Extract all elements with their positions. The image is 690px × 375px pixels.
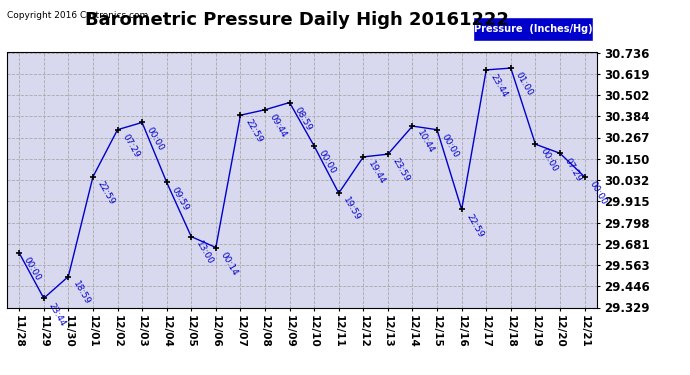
Text: 23:44: 23:44: [46, 301, 67, 328]
Text: 07:29: 07:29: [120, 132, 141, 159]
Text: Pressure  (Inches/Hg): Pressure (Inches/Hg): [474, 24, 592, 34]
Text: 00:00: 00:00: [22, 256, 43, 283]
Text: 00:00: 00:00: [440, 132, 461, 159]
Text: 07:29: 07:29: [563, 156, 584, 183]
Text: 00:00: 00:00: [538, 147, 559, 174]
Text: 08:59: 08:59: [293, 105, 313, 132]
Text: 10:44: 10:44: [415, 129, 436, 156]
Text: 01:00: 01:00: [513, 71, 534, 98]
Text: 19:59: 19:59: [342, 196, 362, 223]
Text: 18:59: 18:59: [71, 279, 92, 306]
Text: 23:44: 23:44: [489, 73, 509, 99]
Text: 00:00: 00:00: [587, 180, 608, 207]
Text: 22:59: 22:59: [243, 118, 264, 145]
Text: 09:44: 09:44: [268, 112, 288, 139]
Text: 22:59: 22:59: [96, 180, 117, 206]
Text: 13:00: 13:00: [194, 239, 215, 266]
Text: Barometric Pressure Daily High 20161222: Barometric Pressure Daily High 20161222: [85, 11, 509, 29]
Text: 19:44: 19:44: [366, 160, 386, 186]
Text: 00:14: 00:14: [219, 250, 239, 277]
Text: 09:59: 09:59: [170, 185, 190, 212]
Text: Copyright 2016 Cartronics.com: Copyright 2016 Cartronics.com: [7, 11, 148, 20]
Text: 00:00: 00:00: [145, 125, 166, 152]
Text: 00:00: 00:00: [317, 149, 337, 176]
Text: 22:59: 22:59: [464, 212, 485, 239]
Text: 23:59: 23:59: [391, 157, 411, 184]
